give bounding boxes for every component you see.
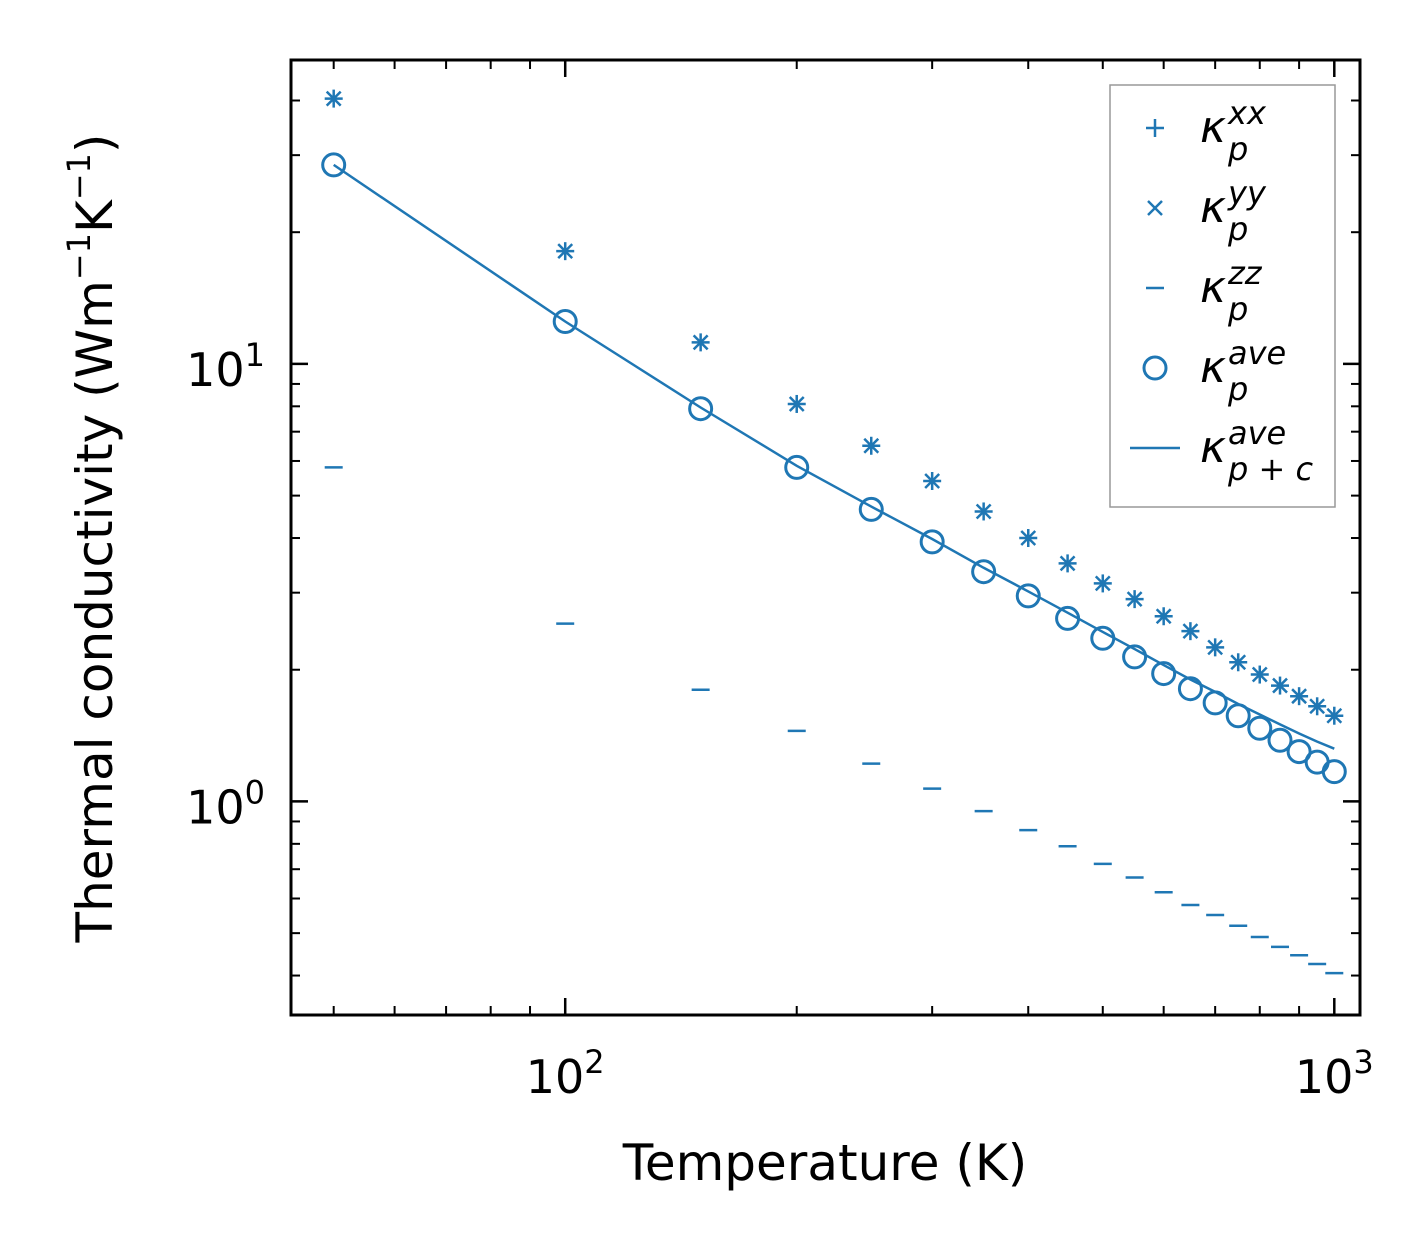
series-layer — [321, 89, 1347, 975]
data-point-x — [1207, 639, 1224, 656]
data-point-x-d2 — [1309, 698, 1326, 715]
series-1 — [325, 90, 1343, 724]
data-point-x — [863, 437, 880, 454]
legend-label: κ — [1200, 102, 1226, 153]
data-point-x-d2 — [1155, 608, 1172, 625]
data-point-x — [975, 503, 992, 520]
data-point-circle — [688, 396, 714, 422]
data-point-circle — [784, 454, 810, 480]
legend-label-sub: p — [1227, 210, 1248, 248]
data-point-x — [788, 396, 805, 412]
legend-label: κ — [1200, 422, 1226, 473]
legend-marker-x-d2 — [1147, 200, 1163, 216]
data-point-x — [325, 90, 342, 107]
data-point-x-d2 — [1272, 677, 1288, 694]
legend-label-sup: ave — [1228, 414, 1286, 452]
data-point-circle — [552, 309, 578, 335]
data-point-x-d2 — [325, 90, 342, 107]
data-point-circle — [1267, 727, 1293, 753]
data-point-x-d2 — [788, 396, 805, 412]
legend-label-sub: p — [1227, 130, 1248, 168]
legend-marker-plus — [1146, 119, 1164, 137]
major-ticks — [291, 60, 1360, 1015]
data-point-x-d2 — [975, 503, 992, 520]
y-tick-label: 100 — [186, 773, 265, 834]
data-point-x-d2 — [1094, 575, 1111, 592]
y-axis-label: Thermal conductivity (Wm−1K−1) — [60, 134, 124, 944]
legend-marker-x — [1147, 200, 1163, 216]
data-point-x — [924, 473, 941, 489]
data-point-circle — [1286, 739, 1312, 765]
data-point-x-d2 — [1291, 688, 1307, 705]
data-point-x-d2 — [1182, 623, 1199, 640]
legend-label-sub: p — [1227, 290, 1248, 328]
x-axis-label: Temperature (K) — [622, 1134, 1027, 1192]
x-tick-label: 102 — [526, 1043, 605, 1104]
data-point-x — [557, 243, 574, 260]
data-point-x-d2 — [1020, 530, 1037, 546]
legend-marker-circle — [1142, 355, 1168, 381]
data-point-x — [1182, 623, 1199, 640]
legend-box — [1109, 84, 1336, 508]
data-point-x-d2 — [692, 334, 709, 351]
data-point-x — [1230, 654, 1247, 671]
legend-label-sup: zz — [1227, 254, 1263, 292]
legend-label-sup: xx — [1227, 94, 1267, 132]
legend-label-sub: p + c — [1227, 450, 1313, 488]
data-point-x-d2 — [1126, 591, 1143, 608]
data-point-x — [1126, 591, 1143, 608]
legend-label-sup: ave — [1228, 334, 1286, 372]
data-point-circle — [858, 496, 884, 522]
data-point-x — [1272, 677, 1288, 694]
data-point-x-d2 — [1207, 639, 1224, 656]
data-point-x — [1291, 688, 1307, 705]
tick-labels: 102 103 100 101 — [186, 336, 1374, 1104]
data-point-x — [692, 334, 709, 351]
data-point-circle — [919, 529, 945, 555]
data-point-x-d2 — [1230, 654, 1247, 671]
data-point-x — [1251, 666, 1268, 683]
data-point-x — [1059, 555, 1076, 572]
data-point-circle — [1122, 644, 1148, 670]
data-point-x-d2 — [924, 473, 941, 489]
series-2 — [324, 466, 1344, 975]
plot-frame — [289, 58, 1362, 1017]
y-tick-label: 101 — [186, 336, 265, 397]
x-tick-label: 103 — [1295, 1043, 1374, 1104]
data-point-circle — [1177, 676, 1203, 702]
legend-label: κ — [1200, 342, 1226, 393]
data-point-x-d2 — [863, 437, 880, 454]
data-point-x-d2 — [557, 243, 574, 260]
legend-label: κ — [1200, 182, 1226, 233]
data-point-circle — [971, 559, 997, 585]
data-point-circle — [1247, 715, 1273, 741]
series-4 — [332, 163, 1335, 750]
data-point-x-d2 — [1326, 707, 1343, 724]
data-point-x — [1020, 530, 1037, 546]
data-point-x — [1155, 608, 1172, 625]
data-point-x — [1309, 698, 1326, 715]
legend-label-sup: yy — [1227, 174, 1267, 212]
legend-label-sub: p — [1227, 370, 1248, 408]
data-point-x — [1326, 707, 1343, 724]
data-point-x-d2 — [1059, 555, 1076, 572]
data-point-x — [1094, 575, 1111, 592]
series-3 — [321, 152, 1347, 785]
legend-label: κ — [1200, 262, 1226, 313]
data-point-circle — [1015, 583, 1041, 609]
data-point-x-d2 — [1251, 666, 1268, 683]
data-point-circle — [321, 152, 347, 178]
series-line-kappa-p-c-ave — [332, 163, 1335, 750]
data-point-circle — [1151, 661, 1177, 687]
data-point-circle — [1321, 759, 1347, 785]
